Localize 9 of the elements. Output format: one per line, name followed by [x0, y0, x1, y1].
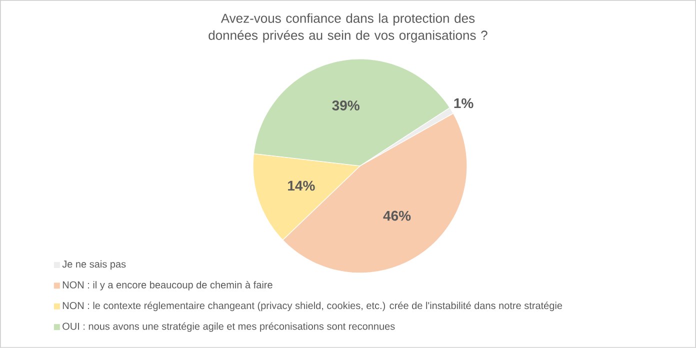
- legend-label: OUI : nous avons une stratégie agile et mes préconisations sont reconnues: [62, 322, 395, 332]
- legend-label: NON : le contexte réglementaire changeant (privacy shield, cookies, etc.) crée de l'instabilité dans notre stratégie: [62, 302, 562, 312]
- legend-label: NON : il y a encore beaucoup de chemin à faire: [62, 280, 272, 290]
- data-label: 1%: [454, 98, 474, 108]
- data-label: 39%: [332, 100, 360, 111]
- legend-label: Je ne sais pas: [62, 260, 126, 270]
- chart-title: Avez-vous confiance dans la protection des données privées au sein de vos organisations ?: [208, 13, 488, 43]
- data-label: 46%: [383, 210, 411, 221]
- data-label: 14%: [288, 180, 315, 191]
